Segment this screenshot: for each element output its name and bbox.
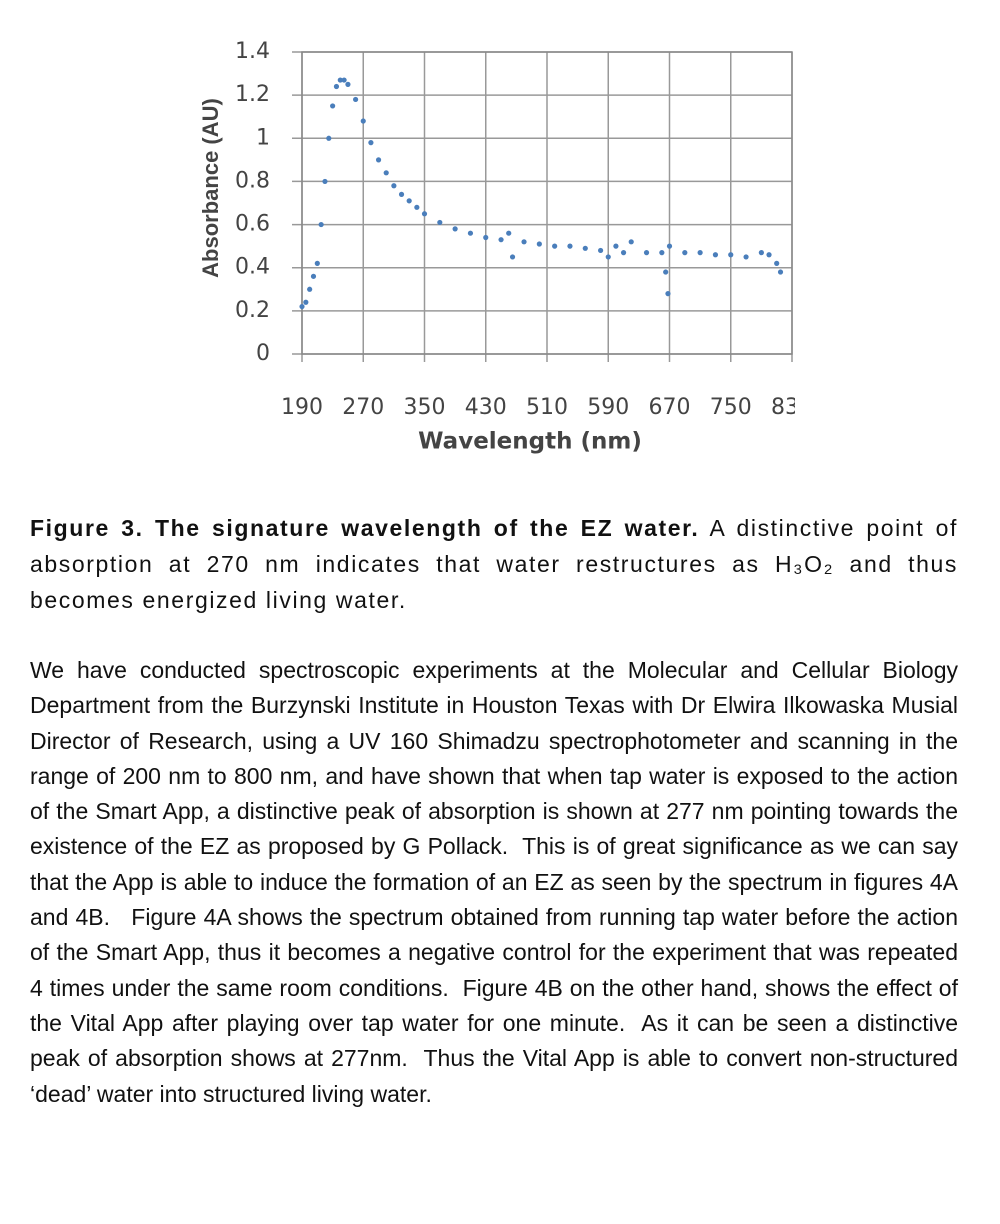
data-point <box>605 254 611 260</box>
data-point <box>303 299 309 305</box>
data-point <box>697 250 703 256</box>
data-point <box>322 178 328 185</box>
data-point <box>391 183 397 189</box>
y-tick-label: 0.2 <box>235 298 270 323</box>
x-tick-label: 590 <box>587 395 629 420</box>
y-tick-label: 0.4 <box>235 255 270 280</box>
data-point <box>341 77 347 83</box>
data-point <box>318 221 324 228</box>
data-point <box>582 245 588 251</box>
data-point <box>437 219 443 226</box>
data-point <box>643 250 650 256</box>
y-tick-label: 0.8 <box>235 168 270 193</box>
x-tick-label: 430 <box>465 395 507 420</box>
caption-label: Figure 3. <box>30 515 144 541</box>
data-point <box>337 77 343 83</box>
y-tick-label: 1.2 <box>235 82 270 107</box>
data-point <box>666 243 673 249</box>
data-point <box>777 269 784 275</box>
data-point <box>506 230 512 236</box>
data-point <box>421 211 428 217</box>
chart: 190 270 350 430 510 590 670 750 830 Absorbance (… <box>198 39 813 455</box>
data-point <box>299 303 305 310</box>
data-point <box>307 286 313 292</box>
data-point <box>663 269 669 275</box>
data-point <box>406 198 412 204</box>
data-point <box>310 273 317 279</box>
data-point <box>620 250 627 256</box>
data-point <box>333 83 340 90</box>
x-tick-label: 350 <box>404 395 446 420</box>
data-point <box>383 170 389 176</box>
data-point <box>330 103 336 109</box>
data-point <box>665 291 671 297</box>
data-point <box>613 243 619 249</box>
y-axis-label: Absorbance (AU) <box>198 98 223 278</box>
data-point <box>368 140 374 146</box>
data-point <box>567 243 573 249</box>
x-axis-label: Wavelength (nm) <box>418 429 642 455</box>
y-tick-label: 0 <box>256 341 270 366</box>
data-point <box>682 250 688 256</box>
data-point <box>398 191 405 197</box>
caption-title: The signature wavelength of the EZ water… <box>154 515 700 541</box>
y-tick-label: 1.4 <box>235 39 270 64</box>
data-point <box>628 239 634 245</box>
y-tick-label: 1 <box>256 125 270 150</box>
y-tick-label: 0.6 <box>235 212 270 237</box>
data-point <box>509 254 516 260</box>
data-point <box>483 234 489 241</box>
data-point <box>375 157 382 163</box>
x-tick-label: 510 <box>526 395 568 420</box>
data-point <box>360 118 366 124</box>
plot-frame <box>301 51 793 355</box>
data-point <box>521 239 527 245</box>
data-point <box>774 260 780 266</box>
data-point <box>326 135 332 141</box>
data-point <box>728 252 734 258</box>
caption-text: A distinctive point of absorption at 270… <box>30 515 958 613</box>
data-point <box>766 252 772 258</box>
x-tick-label: 670 <box>649 395 691 420</box>
x-tick-label: 830 <box>771 395 813 420</box>
data-point <box>414 204 420 210</box>
data-point <box>352 96 359 103</box>
data-point <box>498 237 504 243</box>
data-point <box>712 252 719 258</box>
data-point <box>597 247 604 254</box>
data-point <box>659 250 665 256</box>
data-point <box>345 81 351 87</box>
data-point <box>467 230 474 236</box>
x-tick-label: 270 <box>342 395 384 420</box>
data-point <box>536 241 542 247</box>
data-point <box>452 226 458 232</box>
x-tick-label: 190 <box>281 395 323 420</box>
body-paragraph: We have conducted spectroscopic experime… <box>30 657 965 1107</box>
data-point <box>743 254 749 260</box>
data-point <box>758 250 764 256</box>
data-point <box>314 260 320 266</box>
data-point <box>552 243 558 249</box>
figure-caption: Figure 3. The signature wavelength of th… <box>30 510 958 618</box>
x-tick-label: 750 <box>710 395 752 420</box>
